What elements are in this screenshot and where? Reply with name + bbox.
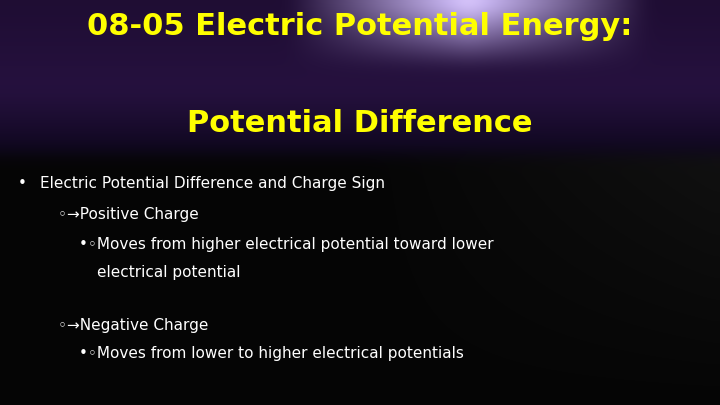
Text: •: • [18, 176, 27, 191]
Text: electrical potential: electrical potential [97, 265, 240, 280]
Text: Electric Potential Difference and Charge Sign: Electric Potential Difference and Charge… [40, 176, 384, 191]
Text: Potential Difference: Potential Difference [187, 109, 533, 139]
Text: ◦→Negative Charge: ◦→Negative Charge [58, 318, 208, 333]
Text: •◦Moves from higher electrical potential toward lower: •◦Moves from higher electrical potential… [79, 237, 494, 252]
Text: ◦→Positive Charge: ◦→Positive Charge [58, 207, 198, 222]
Text: 08-05 Electric Potential Energy:: 08-05 Electric Potential Energy: [87, 12, 633, 41]
Text: •◦Moves from lower to higher electrical potentials: •◦Moves from lower to higher electrical … [79, 346, 464, 361]
